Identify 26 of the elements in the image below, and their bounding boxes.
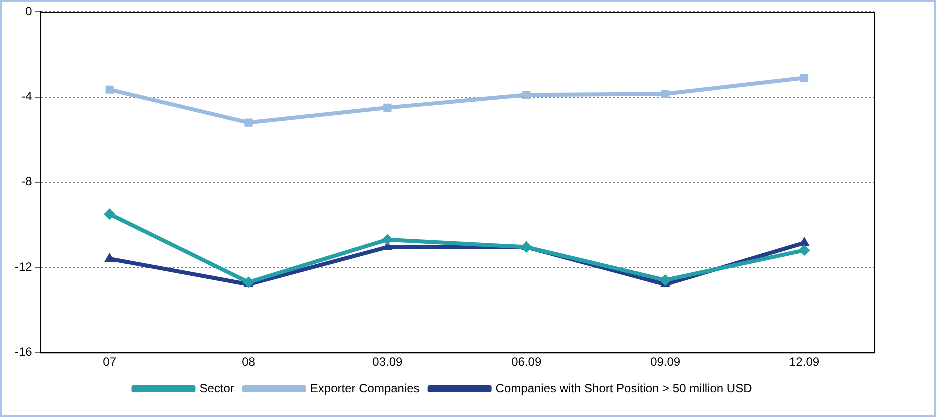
- x-tick-label: 08: [242, 355, 256, 370]
- point: [799, 244, 810, 256]
- point: [106, 86, 114, 94]
- y-tick-label: -4: [22, 90, 33, 104]
- x-tick-label: 07: [103, 355, 117, 370]
- y-tick-label: -8: [22, 174, 33, 189]
- point: [662, 90, 670, 98]
- point: [244, 118, 253, 127]
- point: [104, 208, 116, 220]
- x-tick-label: 03.09: [372, 355, 404, 370]
- y-tick-label: -16: [15, 344, 33, 359]
- point: [382, 234, 394, 246]
- point: [522, 91, 531, 100]
- x-tick-label: 06.09: [512, 355, 542, 370]
- point: [384, 104, 392, 112]
- y-tick-label: -12: [15, 260, 33, 274]
- x-tick-label: 12.09: [790, 355, 820, 370]
- point: [800, 74, 809, 82]
- legend-label: Sector: [200, 381, 234, 396]
- legend-label: Companies with Short Position > 50 million USD: [496, 381, 753, 396]
- x-tick-label: 09.09: [650, 355, 681, 370]
- point: [104, 253, 115, 262]
- point: [521, 242, 532, 253]
- point: [660, 274, 672, 286]
- legend-label: Exporter Companies: [310, 381, 420, 396]
- y-tick-label: 0: [26, 4, 33, 19]
